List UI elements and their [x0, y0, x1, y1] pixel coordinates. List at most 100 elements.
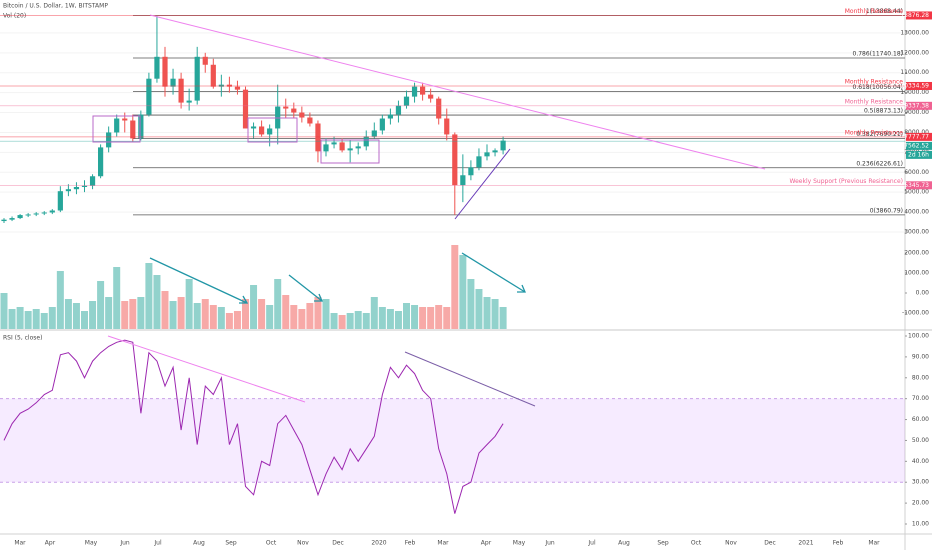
- candle-body: [436, 98, 442, 119]
- x-tick-label: Dec: [332, 540, 344, 547]
- candle-body: [331, 142, 337, 145]
- candle-body: [98, 147, 104, 177]
- candle-body: [49, 210, 55, 213]
- range-box: [92, 115, 141, 143]
- volume-bar: [274, 279, 282, 329]
- candle-body: [250, 126, 257, 129]
- fib-label: 0.618(10056.04): [853, 84, 904, 91]
- y-tick-label: 11000.00: [900, 69, 929, 76]
- candle-body: [146, 78, 152, 115]
- candle-body: [41, 212, 47, 214]
- x-tick-label: Apr: [481, 540, 492, 547]
- candle-body: [242, 89, 249, 129]
- volume-bar: [354, 311, 362, 329]
- rsi-tick-label: 80.00: [912, 374, 929, 381]
- price-tag-label: 7562.52: [904, 142, 929, 149]
- volume-bar: [145, 263, 153, 329]
- volume-bar: [483, 297, 491, 329]
- x-tick-label: Mar: [437, 540, 449, 547]
- volume-tick-label: 1000.00: [904, 270, 929, 277]
- volume-bar: [153, 275, 161, 329]
- price-tag-label: 7777.77: [904, 133, 929, 140]
- price-tag-label: 5345.73: [904, 182, 929, 189]
- volume-bar: [81, 311, 88, 329]
- rsi-trend-line: [404, 351, 536, 407]
- y-tick-label: 3000.00: [904, 229, 929, 236]
- candle-body: [33, 213, 39, 215]
- candle-body: [339, 142, 345, 151]
- candle-body: [194, 56, 200, 101]
- volume-bar: [370, 297, 378, 329]
- trend-line: [454, 148, 511, 220]
- volume-bar: [169, 301, 177, 329]
- volume-bar: [56, 271, 64, 329]
- x-tick-label: Sep: [657, 540, 669, 547]
- volume-label: Vol (20): [3, 13, 26, 20]
- candle-body: [106, 132, 112, 148]
- volume-bar: [8, 309, 16, 329]
- volume-bar: [177, 297, 185, 329]
- x-tick-label: Oct: [266, 540, 277, 547]
- volume-bar: [201, 299, 209, 329]
- fib-label: 1(13868.44): [866, 8, 903, 15]
- x-tick-label: Sep: [225, 540, 237, 547]
- countdown-tag: [906, 150, 932, 159]
- rsi-tick-label: 60.00: [912, 416, 929, 423]
- volume-bar: [330, 313, 338, 329]
- candle-body: [468, 167, 474, 176]
- volume-bar: [242, 299, 249, 329]
- x-tick-label: Oct: [691, 540, 702, 547]
- fib-label: 0(3860.79): [870, 207, 903, 214]
- candle-body: [267, 128, 273, 135]
- y-tick-label: 13000.00: [900, 29, 929, 36]
- volume-bar: [266, 305, 274, 329]
- volume-bar: [72, 303, 80, 329]
- rsi-trend-line: [107, 335, 306, 403]
- volume-bar: [386, 309, 394, 329]
- rsi-tick-label: 90.00: [912, 353, 929, 360]
- candle-body: [138, 114, 144, 139]
- candle-body: [395, 105, 402, 115]
- y-tick-label: 6000.00: [904, 169, 929, 176]
- candle-body: [476, 156, 482, 168]
- volume-bar: [32, 309, 40, 329]
- x-tick-label: Mar: [868, 540, 880, 547]
- level-note: Monthly Resistance: [845, 78, 904, 85]
- price-tag-label: 9337.38: [904, 102, 929, 109]
- volume-bar: [137, 297, 145, 329]
- candle-body: [403, 96, 410, 106]
- volume-bar: [475, 289, 483, 329]
- candle-body: [17, 215, 23, 219]
- candle-body: [234, 86, 241, 90]
- volume-bar: [193, 303, 201, 329]
- volume-bar: [161, 291, 169, 329]
- volume-bar: [225, 313, 233, 329]
- y-tick-label: 12000.00: [900, 49, 929, 56]
- volume-bar: [105, 297, 113, 329]
- volume-bar: [0, 293, 8, 329]
- candle-body: [460, 175, 466, 186]
- volume-bar: [467, 279, 475, 329]
- volume-bar: [419, 307, 427, 329]
- level-note: Monthly Resistance: [845, 8, 904, 15]
- price-tag: [906, 132, 932, 141]
- candle-body: [387, 114, 393, 119]
- range-box: [247, 117, 298, 143]
- volume-tick-label: 0.00: [916, 290, 930, 297]
- chart-title: Bitcoin / U.S. Dollar, 1W, BITSTAMP: [3, 3, 108, 10]
- y-tick-label: 8000.00: [904, 129, 929, 136]
- volume-bar: [89, 301, 97, 329]
- volume-bar: [48, 307, 56, 329]
- y-tick-label: 5000.00: [904, 189, 929, 196]
- x-tick-label: May: [513, 540, 526, 547]
- volume-bar: [435, 305, 443, 329]
- rsi-tick-label: 30.00: [912, 479, 929, 486]
- fib-label: 0.236(6226.61): [856, 160, 903, 167]
- candle-body: [315, 123, 321, 152]
- x-tick-label: 2020: [371, 540, 386, 547]
- volume-bar: [451, 245, 459, 329]
- volume-arrows: [149, 252, 526, 304]
- candle-body: [307, 117, 313, 124]
- x-tick-label: Nov: [297, 540, 309, 547]
- volume-bar: [290, 305, 298, 329]
